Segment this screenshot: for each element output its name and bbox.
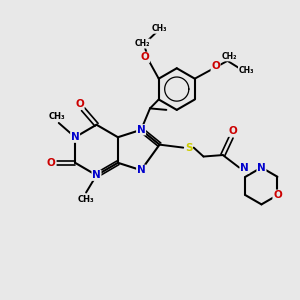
Text: N: N (137, 125, 146, 135)
Text: N: N (71, 132, 80, 142)
Text: CH₃: CH₃ (238, 66, 254, 75)
Text: O: O (273, 190, 282, 200)
Text: CH₃: CH₃ (77, 194, 94, 203)
Text: N: N (240, 163, 249, 173)
Text: N: N (137, 165, 146, 175)
Text: CH₂: CH₂ (135, 39, 150, 48)
Text: O: O (47, 158, 56, 168)
Text: CH₃: CH₃ (152, 24, 167, 33)
Text: O: O (75, 99, 84, 109)
Text: CH₂: CH₂ (221, 52, 237, 61)
Text: O: O (141, 52, 149, 62)
Text: CH₃: CH₃ (49, 112, 66, 121)
Text: N: N (257, 163, 266, 172)
Text: N: N (92, 170, 101, 180)
Text: O: O (211, 61, 220, 71)
Text: O: O (228, 126, 237, 136)
Text: S: S (185, 142, 192, 153)
